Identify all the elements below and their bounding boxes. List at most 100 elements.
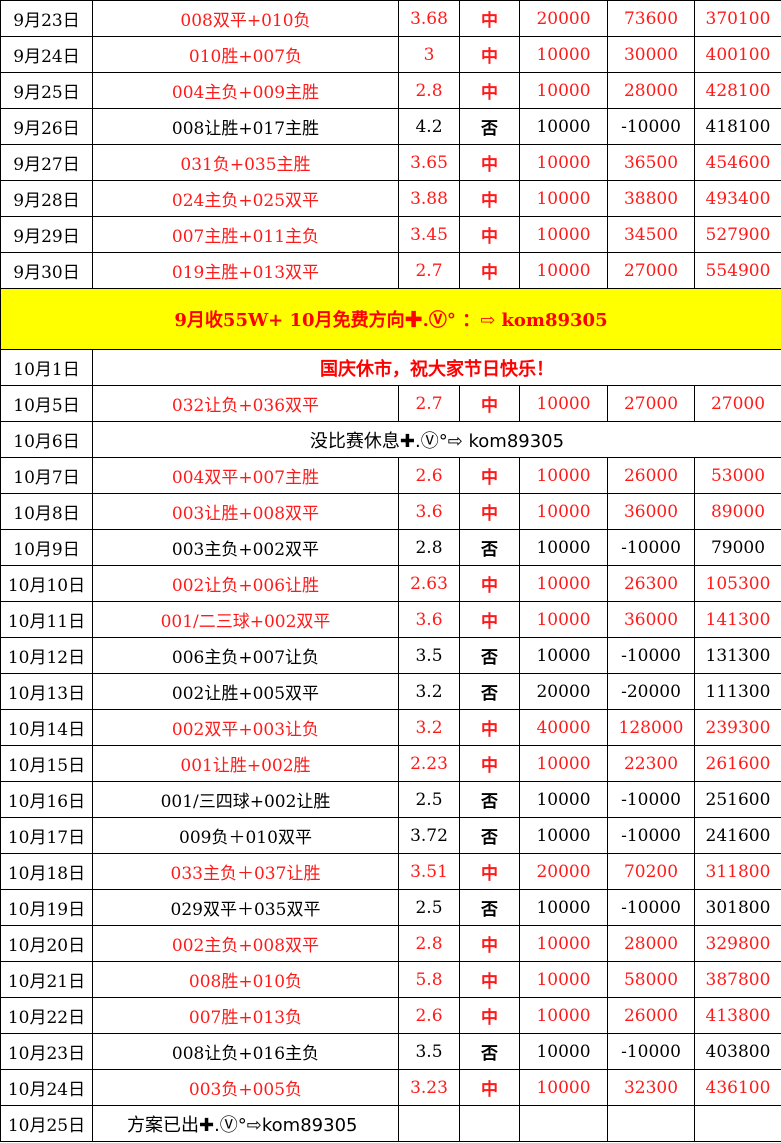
odds-cell: 3.6: [398, 601, 460, 638]
empty-cell: [398, 1105, 460, 1142]
table-row: 9月26日 008让胜+017主胜 4.2 否 10000 -10000 418100: [0, 108, 781, 145]
odds-cell: 3.88: [398, 180, 460, 217]
stake-cell: 10000: [519, 1069, 608, 1106]
stake-cell: 10000: [519, 529, 608, 566]
result-cell: 中: [459, 0, 520, 37]
odds-cell: 2.8: [398, 72, 460, 109]
table-row: 10月18日 033主负＋037让胜 3.51 中 20000 70200 311800: [0, 853, 781, 890]
empty-cell: [519, 1105, 608, 1142]
match-cell: 001让胜+002胜: [92, 745, 399, 782]
match-cell: 004双平+007主胜: [92, 457, 399, 494]
profit-cell: 32300: [607, 1069, 695, 1106]
odds-cell: 2.5: [398, 781, 460, 818]
stake-cell: 10000: [519, 493, 608, 530]
october-rows: 10月7日 004双平+007主胜 2.6 中 10000 26000 53000 10月8日…: [0, 457, 781, 1106]
table-row: 10月19日 029双平＋035双平 2.5 否 10000 -10000 301800: [0, 889, 781, 926]
date-cell: 10月14日: [0, 709, 93, 746]
profit-cell: 36000: [607, 601, 695, 638]
result-cell: 中: [459, 493, 520, 530]
total-cell: 370100: [694, 0, 781, 37]
date-cell: 10月6日: [0, 421, 93, 458]
table-row: 10月13日 002让胜+005双平 3.2 否 20000 -20000 111300: [0, 673, 781, 710]
date-cell: 10月8日: [0, 493, 93, 530]
total-cell: 261600: [694, 745, 781, 782]
result-cell: 中: [459, 709, 520, 746]
total-cell: 418100: [694, 108, 781, 145]
total-cell: 131300: [694, 637, 781, 674]
date-cell: 10月5日: [0, 385, 93, 422]
profit-cell: 36500: [607, 144, 695, 181]
date-cell: 10月10日: [0, 565, 93, 602]
profit-cell: 27000: [607, 252, 695, 289]
result-cell: 否: [459, 817, 520, 854]
date-cell: 9月28日: [0, 180, 93, 217]
total-cell: 329800: [694, 925, 781, 962]
result-cell: 中: [459, 565, 520, 602]
table-row: 10月8日 003让胜+008双平 3.6 中 10000 36000 89000: [0, 493, 781, 530]
date-cell: 10月21日: [0, 961, 93, 998]
odds-cell: 2.7: [398, 252, 460, 289]
profit-cell: 22300: [607, 745, 695, 782]
stake-cell: 10000: [519, 925, 608, 962]
date-cell: 9月27日: [0, 144, 93, 181]
table-row: 10月16日 001/三四球+002让胜 2.5 否 10000 -10000 251600: [0, 781, 781, 818]
match-cell: 003负+005负: [92, 1069, 399, 1106]
stake-cell: 10000: [519, 997, 608, 1034]
profit-cell: 26300: [607, 565, 695, 602]
result-cell: 否: [459, 637, 520, 674]
result-cell: 中: [459, 180, 520, 217]
table-row: 10月11日 001/二三球+002双平 3.6 中 10000 36000 141300: [0, 601, 781, 638]
date-cell: 9月29日: [0, 216, 93, 253]
stake-cell: 10000: [519, 1033, 608, 1070]
odds-cell: 3.65: [398, 144, 460, 181]
profit-cell: 70200: [607, 853, 695, 890]
profit-cell: 26000: [607, 997, 695, 1034]
odds-cell: 2.6: [398, 997, 460, 1034]
stake-cell: 10000: [519, 216, 608, 253]
result-cell: 否: [459, 1033, 520, 1070]
date-cell: 10月11日: [0, 601, 93, 638]
total-cell: 493400: [694, 180, 781, 217]
total-cell: 403800: [694, 1033, 781, 1070]
match-cell: 024主负+025双平: [92, 180, 399, 217]
table-row: 10月21日 008胜+010负 5.8 中 10000 58000 387800: [0, 961, 781, 998]
result-cell: 中: [459, 144, 520, 181]
result-cell: 中: [459, 72, 520, 109]
date-cell: 10月16日: [0, 781, 93, 818]
stake-cell: 20000: [519, 673, 608, 710]
table-row: 10月14日 002双平+003让负 3.2 中 40000 128000 239300: [0, 709, 781, 746]
stake-cell: 10000: [519, 781, 608, 818]
stake-cell: 10000: [519, 745, 608, 782]
table-row: 10月5日 032让负+036双平 2.7 中 10000 27000 2700…: [0, 385, 781, 422]
stake-cell: 10000: [519, 961, 608, 998]
match-cell: 003主负+002双平: [92, 529, 399, 566]
match-cell: 008让胜+017主胜: [92, 108, 399, 145]
result-cell: 中: [459, 925, 520, 962]
date-cell: 9月23日: [0, 0, 93, 37]
table-row: 10月9日 003主负+002双平 2.8 否 10000 -10000 79000: [0, 529, 781, 566]
match-cell: 002主负+008双平: [92, 925, 399, 962]
odds-cell: 2.8: [398, 529, 460, 566]
result-cell: 否: [459, 673, 520, 710]
profit-cell: 73600: [607, 0, 695, 37]
empty-cell: [694, 1105, 781, 1142]
result-cell: 中: [459, 601, 520, 638]
result-cell: 否: [459, 781, 520, 818]
odds-cell: 3.72: [398, 817, 460, 854]
date-cell: 10月7日: [0, 457, 93, 494]
match-cell: 019主胜+013双平: [92, 252, 399, 289]
table-row: 10月7日 004双平+007主胜 2.6 中 10000 26000 53000: [0, 457, 781, 494]
odds-cell: 2.7: [398, 385, 460, 422]
date-cell: 10月18日: [0, 853, 93, 890]
date-cell: 10月9日: [0, 529, 93, 566]
match-cell: 008胜+010负: [92, 961, 399, 998]
total-cell: 527900: [694, 216, 781, 253]
stake-cell: 10000: [519, 385, 608, 422]
match-cell: 033主负＋037让胜: [92, 853, 399, 890]
table-row: 10月24日 003负+005负 3.23 中 10000 32300 436100: [0, 1069, 781, 1106]
table-row: 9月24日 010胜+007负 3 中 10000 30000 400100: [0, 36, 781, 73]
odds-cell: 2.63: [398, 565, 460, 602]
profit-cell: 36000: [607, 493, 695, 530]
result-cell: 中: [459, 997, 520, 1034]
